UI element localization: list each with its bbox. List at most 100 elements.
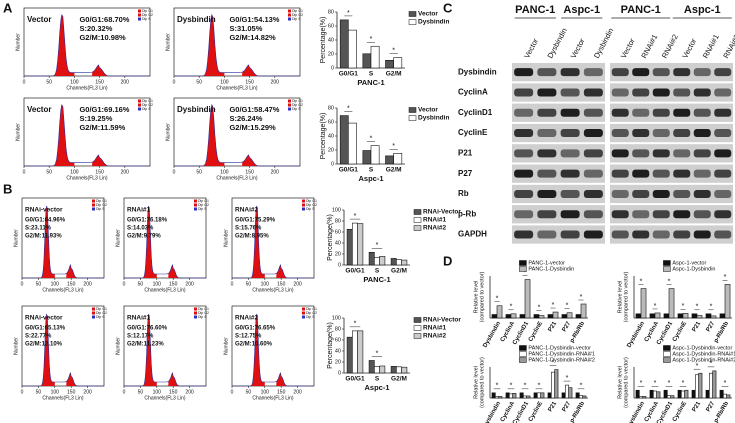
sample-name: RNAi-vector	[25, 315, 63, 322]
y-tick-label: 40	[335, 240, 341, 246]
phase-percent: G0/G1:64.96%	[25, 218, 66, 224]
g2-peak	[168, 372, 179, 386]
bar	[505, 392, 510, 399]
band	[714, 149, 732, 158]
legend-label: Dip S	[292, 17, 301, 21]
bar	[379, 256, 386, 266]
legend-swatch	[663, 357, 671, 363]
band	[514, 68, 534, 77]
band	[693, 68, 711, 77]
significance-mark: *	[524, 269, 527, 276]
g1-peak	[140, 314, 157, 386]
legend-swatch	[138, 9, 141, 13]
phase-percent: G2/M:10.60%	[235, 342, 273, 348]
legend-label: Dip G1	[142, 99, 153, 103]
legend-swatch	[92, 307, 95, 311]
band	[673, 230, 691, 239]
x-tick-label: 100	[70, 169, 79, 175]
bar	[374, 366, 380, 374]
y-axis-label: Number	[165, 33, 171, 51]
histogram-outline	[22, 205, 104, 279]
sample-name: Vector	[27, 15, 51, 24]
bar	[370, 45, 380, 69]
bar	[538, 315, 545, 319]
blot-strip	[512, 144, 605, 163]
legend-swatch	[288, 17, 291, 21]
y-tick-label: 0	[338, 370, 341, 376]
legend-label: Dip G2	[198, 311, 209, 315]
x-tick-label: 100	[220, 169, 229, 175]
blot-strip	[610, 164, 733, 183]
bar	[348, 122, 357, 165]
histogram-frame	[21, 305, 105, 387]
x-axis-label: Channels(FL3 Lin)	[144, 395, 185, 401]
significance-mark: *	[566, 303, 569, 310]
x-tick-label: G2/M	[391, 376, 407, 383]
bar	[561, 392, 566, 399]
x-tick-label: 50	[46, 79, 52, 85]
phase-percent: G2/M:11.59%	[79, 123, 125, 132]
legend-swatch	[288, 107, 291, 111]
significance-mark: *	[654, 303, 657, 310]
x-tick-label: S	[369, 167, 374, 174]
bar	[509, 393, 513, 399]
phase-percent: S:22.77%	[25, 334, 52, 340]
bar	[682, 313, 689, 319]
y-axis-label: Relative level	[617, 281, 623, 314]
band	[611, 169, 629, 178]
bar	[491, 392, 496, 399]
sample-name: Dysbindin	[177, 105, 216, 114]
x-tick-label: 200	[121, 79, 130, 85]
g2-peak	[276, 372, 287, 386]
x-tick-label: 50	[138, 389, 144, 395]
blot-strip	[512, 225, 605, 244]
phase-percent: G0/G1:75.29%	[235, 218, 276, 224]
legend-swatch	[663, 351, 671, 357]
significance-mark: *	[682, 303, 685, 310]
phase-percent: S:31.05%	[229, 24, 262, 33]
x-tick-label: S	[375, 268, 380, 275]
sample-name: RNAi#1	[127, 315, 151, 322]
x-tick-label: G2/M	[391, 268, 407, 275]
significance-mark: *	[370, 36, 373, 43]
bar	[393, 57, 403, 69]
significance-mark: *	[668, 278, 671, 285]
legend-label: RNAi-Vector	[423, 317, 461, 324]
g2-peak	[242, 64, 258, 76]
significance-mark: *	[640, 380, 643, 387]
x-tick-label: G0/G1	[339, 71, 359, 78]
band	[583, 68, 603, 77]
bar	[653, 390, 657, 399]
bar	[385, 155, 394, 165]
bar	[656, 391, 661, 399]
legend-label: Dip G2	[96, 311, 107, 315]
legend-swatch	[92, 199, 95, 203]
bar	[533, 392, 538, 399]
bar	[362, 150, 372, 165]
legend-swatch	[92, 203, 95, 207]
band	[714, 108, 732, 117]
g2-peak	[92, 154, 108, 166]
legend-label: Dip S	[142, 107, 151, 111]
x-tick-label: P27	[706, 320, 717, 333]
legend-label: RNAi#2	[423, 225, 447, 232]
band	[652, 230, 670, 239]
g1-peak	[248, 206, 265, 278]
g2-peak	[66, 264, 77, 278]
x-tick-label: P21	[692, 320, 703, 333]
g2-peak	[168, 264, 179, 278]
row-label: Rb	[458, 189, 469, 198]
bar	[352, 330, 358, 374]
bar	[547, 392, 552, 399]
band	[673, 149, 691, 158]
band	[611, 230, 629, 239]
phase-percent: S:15.76%	[235, 226, 262, 232]
band	[652, 129, 670, 138]
phase-percent: S:12.17%	[127, 334, 154, 340]
y-tick-label: 60	[328, 119, 334, 125]
y-axis-label: Number	[223, 337, 229, 355]
legend-swatch	[302, 203, 305, 207]
legend-label: Dip G2	[292, 103, 303, 107]
bar	[566, 312, 573, 319]
x-tick-label: 150	[169, 281, 178, 287]
